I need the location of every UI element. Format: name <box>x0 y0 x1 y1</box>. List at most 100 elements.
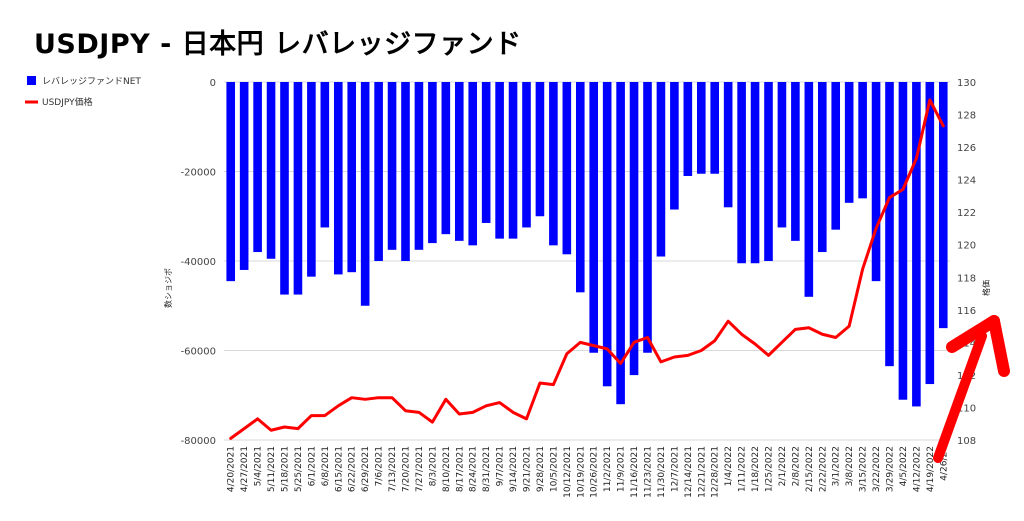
line-point <box>902 188 904 190</box>
x-tick-label: 11/2/2021 <box>603 446 613 492</box>
bar <box>858 82 867 199</box>
x-tick-label: 3/1/2022 <box>832 446 842 486</box>
bar <box>898 82 908 400</box>
x-tick-label: 6/8/2021 <box>321 446 331 486</box>
bar <box>253 82 262 253</box>
bar <box>777 82 787 228</box>
chart-title: USDJPY - 日本円 レバレッジファンド <box>34 29 522 60</box>
y2-tick-label: 120 <box>957 241 976 252</box>
bar <box>885 82 894 367</box>
line-point <box>526 418 527 420</box>
line-point <box>741 333 743 335</box>
line-point <box>754 343 756 345</box>
bar <box>293 82 303 295</box>
line-point <box>889 197 890 199</box>
x-tick-label: 6/22/2021 <box>348 446 358 492</box>
bar <box>575 82 585 293</box>
x-tick-label: 8/10/2021 <box>442 446 452 492</box>
x-tick-label: 12/14/2021 <box>684 446 694 498</box>
line-point <box>673 356 675 358</box>
line-point <box>633 341 635 343</box>
line-point <box>647 336 648 338</box>
x-tick-label: 9/28/2021 <box>536 446 546 492</box>
line-point <box>942 125 944 127</box>
bar <box>589 82 599 353</box>
line-point <box>310 415 312 417</box>
x-tick-label: 9/21/2021 <box>523 446 533 492</box>
line-point <box>781 341 783 343</box>
x-tick-label: 7/27/2021 <box>415 446 425 492</box>
line-point <box>687 354 689 356</box>
line-point <box>579 341 581 343</box>
line-point <box>324 415 326 417</box>
line-point <box>821 333 823 335</box>
bar <box>374 82 383 261</box>
bar <box>804 82 814 297</box>
bar <box>266 82 276 259</box>
x-axis-ticks: 4/20/2021 4/27/2021 5/4/2021 5/11/2021 5/18/… <box>227 446 950 498</box>
line-point <box>297 428 299 430</box>
x-tick-label: 3/15/2022 <box>859 446 869 492</box>
y2-tick-label: 108 <box>957 436 976 447</box>
y-tick-label: -40000 <box>181 257 216 268</box>
y-tick-label: -60000 <box>181 347 216 358</box>
bar <box>508 82 518 239</box>
line-point <box>794 328 796 330</box>
line-point <box>566 353 568 355</box>
y2-tick-label: 124 <box>957 176 976 187</box>
x-tick-label: 4/20/2021 <box>227 446 237 492</box>
bar <box>737 82 746 264</box>
x-tick-label: 2/22/2022 <box>818 446 828 492</box>
bar <box>387 82 397 250</box>
bar <box>495 82 504 239</box>
x-tick-label: 5/11/2021 <box>267 446 277 492</box>
line-point <box>606 348 608 350</box>
x-tick-label: 4/26/20 <box>939 446 949 481</box>
y-tick-label: 0 <box>210 78 216 89</box>
x-tick-label: 12/7/2021 <box>670 446 680 492</box>
bar <box>710 82 720 174</box>
arrow-shaft <box>933 331 987 463</box>
line-point <box>337 405 339 407</box>
y2-tick-label: 130 <box>957 78 976 89</box>
arrow-head-left <box>946 315 1000 353</box>
line-point <box>391 397 393 399</box>
line-point <box>660 361 662 363</box>
x-tick-label: 3/22/2022 <box>872 446 882 492</box>
line-point <box>378 397 380 399</box>
x-tick-label: 4/27/2021 <box>240 446 250 492</box>
y2-tick-label: 122 <box>957 208 976 219</box>
line-point <box>768 354 769 356</box>
line-point <box>418 411 420 413</box>
x-tick-label: 12/21/2021 <box>697 446 707 498</box>
x-tick-label: 10/5/2021 <box>549 446 559 492</box>
x-tick-label: 8/24/2021 <box>469 446 479 492</box>
bar <box>307 82 316 277</box>
bar <box>817 82 827 253</box>
line-series <box>229 98 945 440</box>
bar <box>360 82 370 306</box>
x-tick-label: 5/25/2021 <box>294 446 304 492</box>
x-tick-label: 12/28/2021 <box>711 446 721 498</box>
bar <box>938 82 948 329</box>
bar <box>428 82 437 244</box>
bar <box>562 82 572 255</box>
x-tick-label: 11/23/2021 <box>644 446 654 498</box>
y-tick-label: -80000 <box>181 436 216 447</box>
line-point <box>862 268 864 270</box>
x-tick-label: 6/29/2021 <box>361 446 371 492</box>
line-point <box>808 327 810 329</box>
bar <box>616 82 625 405</box>
gridlines <box>224 81 950 441</box>
bar <box>764 82 773 261</box>
bar <box>401 82 410 261</box>
bar <box>643 82 652 353</box>
x-tick-label: 2/15/2022 <box>805 446 815 492</box>
bar <box>750 82 760 264</box>
x-tick-label: 7/13/2021 <box>388 446 398 492</box>
bar <box>629 82 639 376</box>
x-tick-label: 4/19/2022 <box>926 446 936 492</box>
line-point <box>700 350 702 351</box>
y2-tick-label: 110 <box>957 403 976 414</box>
